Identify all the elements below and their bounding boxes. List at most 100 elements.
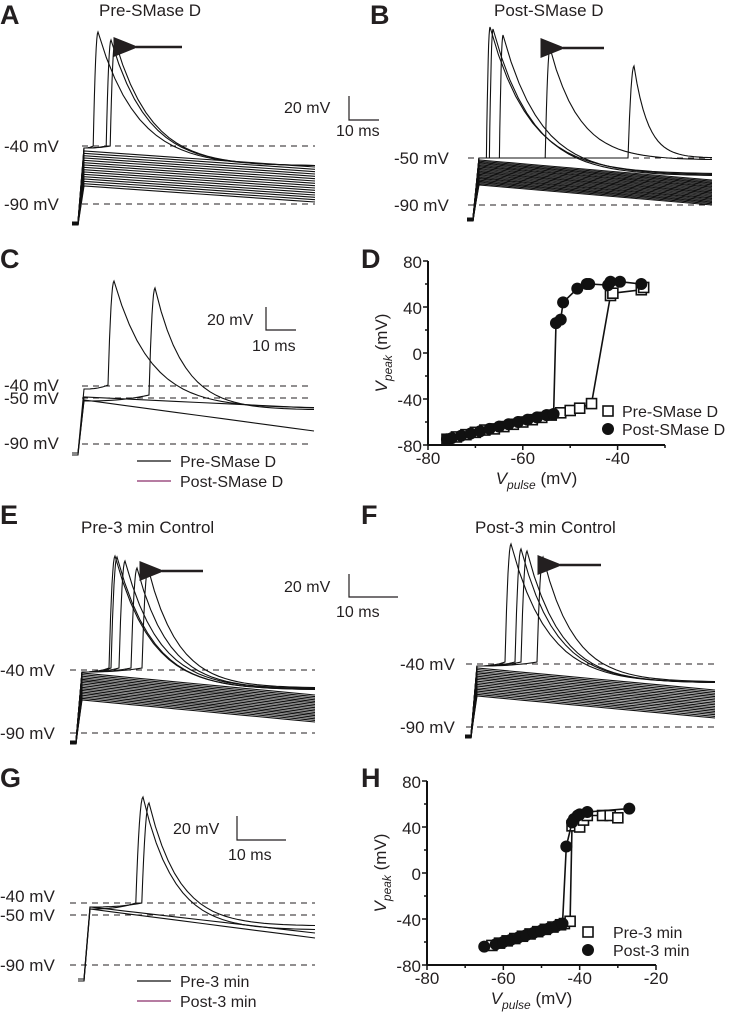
voltage-traces-e <box>70 554 316 745</box>
subthreshold-trace <box>72 180 316 224</box>
level-label-minus40: -40 mV <box>0 661 55 680</box>
y-axis-label: Vpeak (mV) <box>371 834 394 913</box>
x-tick-label: -40 <box>567 969 592 988</box>
subthreshold-trace <box>467 173 713 219</box>
voltage-traces-f <box>465 542 716 739</box>
level-label-minus40: -40 mV <box>4 376 59 395</box>
level-label-minus40: -40 mV <box>400 655 455 674</box>
data-point-circle <box>635 278 648 290</box>
subthreshold-trace <box>465 683 716 738</box>
scale-bar-g: 20 mV 10 ms <box>173 816 286 864</box>
y-tick-label: 0 <box>413 345 422 364</box>
data-point-circle <box>445 432 458 445</box>
x-tick-label: -60 <box>511 449 536 468</box>
spike-trace <box>72 39 316 223</box>
subthreshold-trace <box>72 183 316 225</box>
level-label-minus40: -40 mV <box>4 137 59 156</box>
panel-e: E Pre-3 min Control -40 mV -90 mV 20 mV … <box>0 500 398 745</box>
data-point-square <box>585 397 598 410</box>
y-tick-label: -40 <box>396 911 421 930</box>
subthreshold-trace <box>467 178 713 219</box>
spike-trace <box>72 286 315 454</box>
scale-bar-voltage: 20 mV <box>207 312 254 329</box>
subthreshold-trace <box>467 170 713 220</box>
subthreshold-trace <box>72 176 316 226</box>
data-point-circle <box>455 429 468 442</box>
panel-c: C -40 mV -50 mV -90 mV 20 mV 10 ms Pre-S… <box>0 244 315 491</box>
data-point-circle <box>474 425 487 438</box>
subthreshold-trace <box>467 167 713 222</box>
level-label-minus90: -90 mV <box>394 196 449 215</box>
subthreshold-trace <box>467 184 713 220</box>
y-tick-label: 40 <box>403 299 422 318</box>
subthreshold-trace <box>467 177 713 222</box>
data-point-circle <box>483 422 496 435</box>
legend-marker-square <box>582 926 594 938</box>
x-axis-label: Vpulse (mV) <box>491 989 573 1012</box>
subthreshold-trace <box>465 675 716 737</box>
y-tick-label: -40 <box>397 391 422 410</box>
level-label-minus50: -50 mV <box>394 149 449 168</box>
subthreshold-trace <box>78 906 316 980</box>
chart-d: -80 -40 0 40 80 -80 -60 -40 Vpulse (mV) Vpeak (mV… <box>372 253 725 492</box>
scale-bar-time: 10 ms <box>252 338 296 355</box>
data-point-circle <box>604 275 617 288</box>
spike-trace <box>467 64 713 219</box>
x-tick-label: -40 <box>605 449 630 468</box>
subthreshold-trace <box>70 680 316 743</box>
level-label-minus90: -90 mV <box>0 956 55 975</box>
subthreshold-trace <box>70 681 316 744</box>
scale-bar-c: 20 mV 10 ms <box>207 307 296 355</box>
panel-title-f: Post-3 min Control <box>475 518 616 537</box>
subthreshold-trace <box>70 683 316 745</box>
y-tick-label: 80 <box>402 773 421 792</box>
subthreshold-trace <box>70 689 316 745</box>
scale-bar-voltage: 20 mV <box>284 579 331 596</box>
level-label-minus90: -90 mV <box>400 718 455 737</box>
legend-label-post: Post-3 min <box>180 994 256 1011</box>
scale-bar-lines <box>348 574 398 598</box>
panel-g: G -40 mV -50 mV -90 mV 20 mV 10 ms Pre-3… <box>0 763 316 1011</box>
subthreshold-trace <box>465 672 716 739</box>
y-tick-label: 80 <box>403 253 422 272</box>
subthreshold-trace <box>72 399 315 456</box>
legend-label: Pre-SMase D <box>622 404 718 421</box>
voltage-traces-b <box>467 26 713 222</box>
data-point-circle <box>583 278 596 290</box>
x-tick-label: -80 <box>415 969 440 988</box>
data-point-square <box>612 811 624 824</box>
subthreshold-trace <box>467 182 713 222</box>
data-point-circle <box>502 418 515 431</box>
subthreshold-trace <box>467 166 713 221</box>
data-point-circle <box>556 917 569 930</box>
data-point-circle <box>623 802 636 815</box>
data-point-square <box>564 404 577 417</box>
chart-h: -80 -40 0 40 80 -80 -60 -40 -20 Vpulse (mV) Vpeak … <box>371 773 689 1012</box>
subthreshold-trace <box>467 180 713 221</box>
voltage-traces-c <box>72 279 315 456</box>
legend-label: Post-3 min <box>613 943 689 960</box>
legend-c: Pre-SMase D Post-SMase D <box>137 454 283 491</box>
scale-bar-lines <box>265 307 296 331</box>
subthreshold-trace <box>70 696 316 745</box>
scale-bar-time: 10 ms <box>228 847 272 864</box>
subthreshold-trace <box>467 172 713 222</box>
spike-trace <box>72 279 315 454</box>
data-point-circle <box>554 313 567 326</box>
legend-marker-circle <box>582 944 594 956</box>
scale-bar-time: 10 ms <box>336 604 380 621</box>
subthreshold-trace <box>467 168 713 219</box>
data-point-circle <box>478 940 491 953</box>
subthreshold-trace <box>72 166 316 226</box>
panel-a: A Pre-SMase D -40 mV -90 mV 20 mV 10 ms <box>0 0 380 226</box>
subthreshold-trace <box>72 162 316 224</box>
panel-label-e: E <box>0 500 18 530</box>
voltage-traces-g <box>78 795 316 982</box>
subthreshold-trace <box>72 171 316 224</box>
subthreshold-trace <box>465 693 716 736</box>
subthreshold-trace <box>467 183 713 219</box>
subthreshold-trace <box>467 174 713 220</box>
spike-trace <box>465 555 716 736</box>
subthreshold-trace <box>465 692 716 739</box>
data-point-circle <box>581 806 594 819</box>
